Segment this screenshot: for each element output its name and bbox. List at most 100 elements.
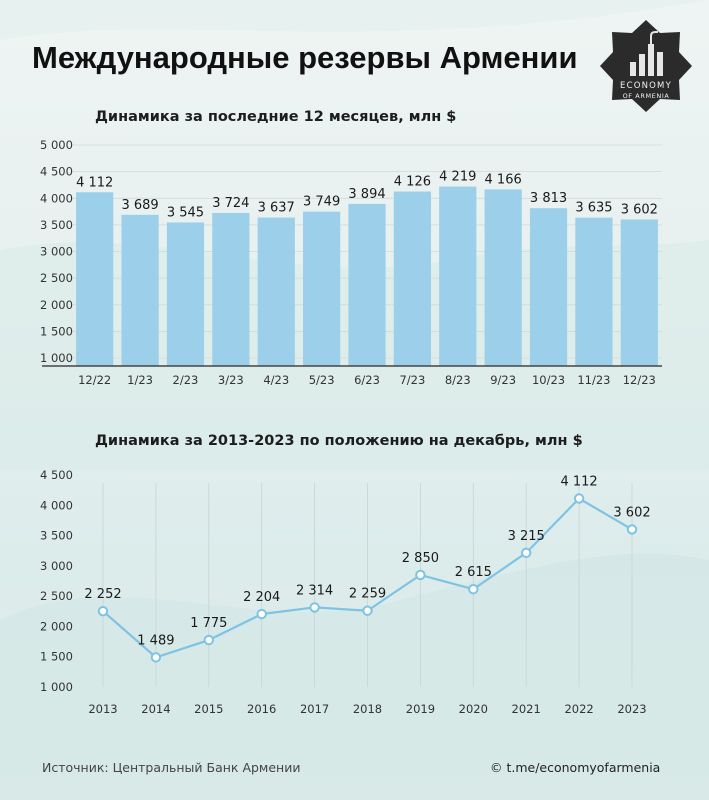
bar-xtick-label: 5/23 bbox=[309, 373, 335, 387]
line-value-label: 2 204 bbox=[243, 590, 280, 605]
line-ytick-label: 1 000 bbox=[40, 680, 73, 694]
line-xtick-label: 2018 bbox=[353, 702, 382, 716]
bar bbox=[212, 212, 250, 366]
line-point bbox=[521, 547, 532, 559]
line-point bbox=[573, 493, 585, 504]
line-value-label: 1 489 bbox=[137, 633, 174, 648]
source-text: Источник: Центральный Банк Армении bbox=[42, 760, 301, 775]
bar-value-label: 4 126 bbox=[394, 175, 431, 190]
bar-xtick-label: 3/23 bbox=[218, 373, 244, 387]
line-xtick-label: 2022 bbox=[564, 702, 593, 716]
bar-xtick-label: 7/23 bbox=[399, 373, 425, 387]
bar-xtick-label: 12/23 bbox=[623, 373, 656, 387]
bar-ytick-label: 5 000 bbox=[40, 138, 73, 152]
bar bbox=[166, 222, 205, 366]
page-title: Международные резервы Армении bbox=[32, 40, 578, 75]
bar bbox=[76, 192, 114, 366]
bar-value-label: 4 166 bbox=[485, 172, 522, 187]
bar-ytick-label: 2 000 bbox=[40, 298, 73, 312]
bar-chart-title: Динамика за последние 12 месяцев, млн $ bbox=[95, 109, 457, 125]
bar-value-label: 3 749 bbox=[303, 195, 340, 210]
bar-xtick-label: 6/23 bbox=[354, 373, 380, 387]
line-xtick-label: 2016 bbox=[247, 702, 276, 716]
line-point bbox=[415, 569, 426, 581]
bar bbox=[257, 217, 295, 366]
logo-badge bbox=[600, 20, 692, 112]
bar-xtick-label: 9/23 bbox=[490, 373, 516, 387]
line-value-label: 4 112 bbox=[560, 475, 597, 490]
line-point bbox=[468, 583, 479, 595]
bar-value-label: 3 689 bbox=[121, 198, 158, 213]
line-point bbox=[203, 634, 215, 646]
line-xtick-label: 2017 bbox=[300, 702, 329, 716]
bar bbox=[484, 189, 522, 366]
bar-xtick-label: 1/23 bbox=[127, 373, 153, 387]
bar-value-label: 4 219 bbox=[439, 170, 476, 185]
line-chart-title: Динамика за 2013-2023 по положению на де… bbox=[95, 433, 583, 449]
line-ytick-label: 1 500 bbox=[40, 650, 73, 664]
bar bbox=[620, 219, 658, 366]
line-xtick-label: 2020 bbox=[459, 702, 488, 716]
line-ytick-label: 3 500 bbox=[40, 529, 73, 543]
bar-value-label: 3 894 bbox=[348, 187, 385, 202]
channel-link[interactable]: © t.me/economyofarmenia bbox=[490, 760, 661, 775]
bar bbox=[575, 217, 613, 366]
bar-xtick-label: 10/23 bbox=[532, 373, 565, 387]
bar bbox=[121, 214, 159, 366]
bar-chart-logo-icon bbox=[630, 31, 663, 76]
line-xtick-label: 2023 bbox=[617, 702, 646, 716]
logo-line1: ECONOMY bbox=[620, 81, 672, 91]
bar bbox=[303, 211, 341, 366]
bar-value-label: 3 545 bbox=[167, 205, 204, 220]
bar-ytick-label: 4 500 bbox=[40, 165, 73, 179]
bar-ytick-label: 1 000 bbox=[40, 351, 73, 365]
line-point bbox=[150, 652, 162, 663]
line-ytick-label: 4 000 bbox=[40, 498, 73, 512]
line-value-label: 2 615 bbox=[455, 565, 492, 580]
line-xtick-label: 2014 bbox=[141, 702, 170, 716]
line-point bbox=[256, 608, 267, 620]
line-value-label: 3 602 bbox=[613, 505, 650, 520]
bar-ytick-label: 4 000 bbox=[40, 191, 73, 205]
bar-value-label: 3 635 bbox=[575, 201, 612, 216]
bar-xtick-label: 11/23 bbox=[577, 373, 610, 387]
line-value-label: 2 314 bbox=[296, 583, 333, 598]
bar-ytick-label: 1 500 bbox=[40, 324, 73, 338]
bar-ytick-label: 3 000 bbox=[40, 245, 73, 259]
bar-value-label: 3 602 bbox=[621, 202, 658, 217]
bar-xtick-label: 2/23 bbox=[173, 373, 199, 387]
bar bbox=[393, 191, 431, 366]
line-point bbox=[97, 605, 109, 617]
line-value-label: 1 775 bbox=[190, 616, 227, 631]
bar-ytick-label: 3 500 bbox=[40, 218, 73, 232]
bar bbox=[529, 208, 568, 366]
line-point bbox=[626, 524, 638, 535]
logo: ECONOMY OF ARMENIA bbox=[598, 18, 694, 114]
bar bbox=[439, 186, 477, 366]
bar-xtick-label: 8/23 bbox=[445, 373, 471, 387]
bar bbox=[348, 203, 386, 366]
bar-xtick-label: 4/23 bbox=[263, 373, 289, 387]
line-point bbox=[362, 605, 373, 616]
line-value-label: 2 252 bbox=[84, 587, 121, 602]
bar-value-label: 3 813 bbox=[530, 191, 567, 206]
line-xtick-label: 2013 bbox=[88, 702, 117, 716]
line-value-label: 3 215 bbox=[508, 529, 545, 544]
bar-value-label: 3 724 bbox=[212, 196, 249, 211]
line-ytick-label: 4 500 bbox=[40, 468, 73, 482]
line-xtick-label: 2019 bbox=[406, 702, 435, 716]
bar-ytick-label: 2 500 bbox=[40, 271, 73, 285]
line-value-label: 2 850 bbox=[402, 551, 439, 566]
line-ytick-label: 3 000 bbox=[40, 559, 73, 573]
line-xtick-label: 2021 bbox=[512, 702, 541, 716]
line-point bbox=[309, 602, 320, 613]
logo-line2: OF ARMENIA bbox=[623, 92, 670, 100]
line-xtick-label: 2015 bbox=[194, 702, 223, 716]
bar-value-label: 4 112 bbox=[76, 175, 113, 190]
line-value-label: 2 259 bbox=[349, 587, 386, 602]
bar-value-label: 3 637 bbox=[258, 201, 295, 216]
bar-xtick-label: 12/22 bbox=[78, 373, 111, 387]
line-ytick-label: 2 500 bbox=[40, 589, 73, 603]
